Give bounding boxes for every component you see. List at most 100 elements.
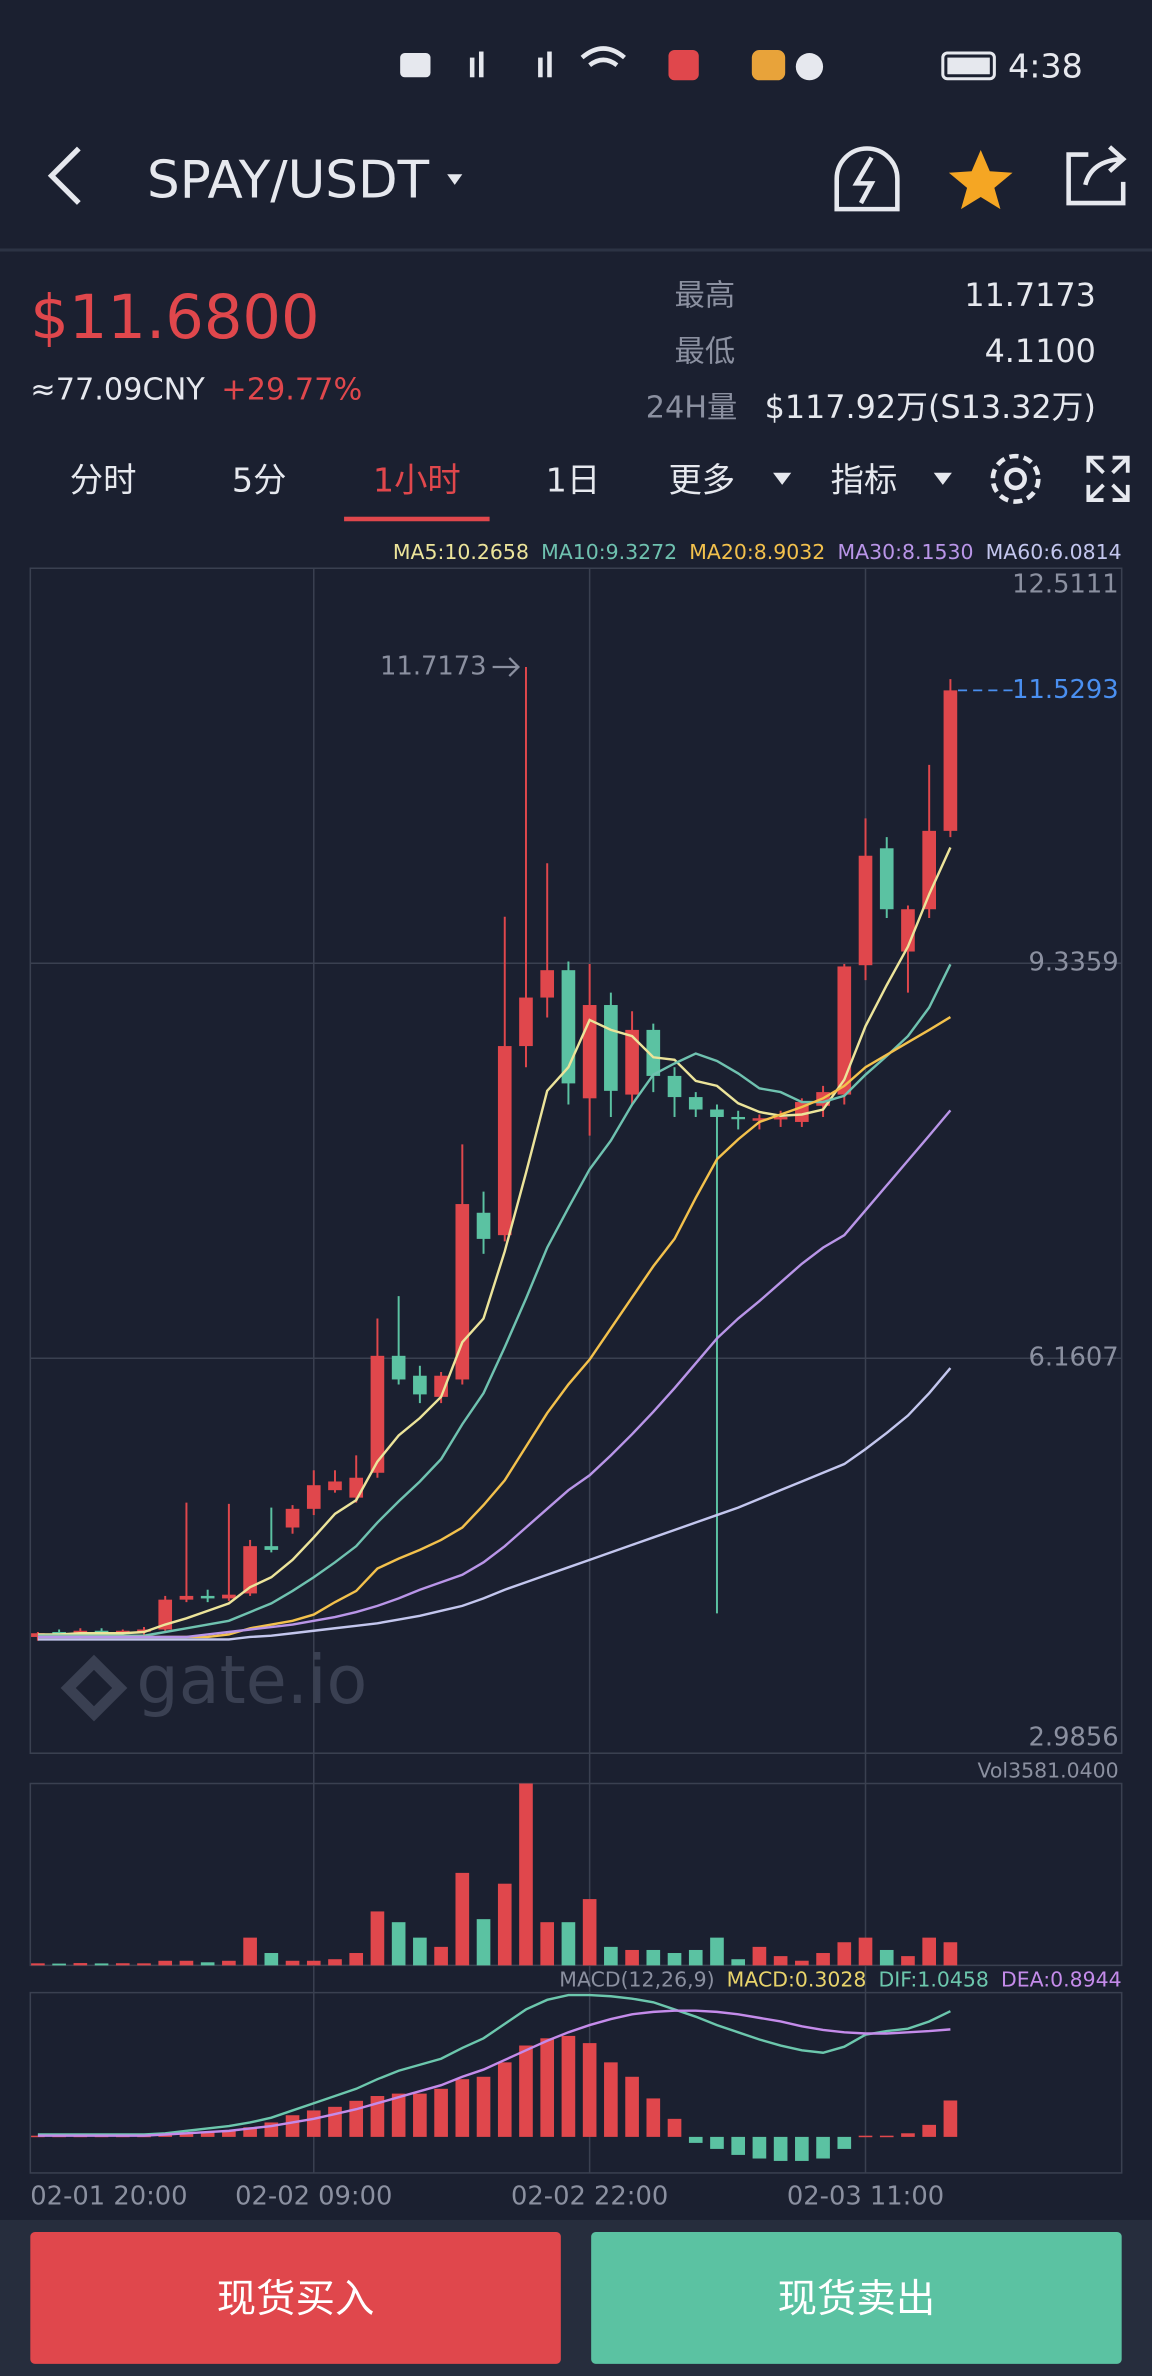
- alert-button[interactable]: [834, 146, 900, 212]
- ma-line: [37, 1109, 952, 1639]
- macd-bar: [688, 2136, 703, 2143]
- macd-bar: [200, 2132, 215, 2137]
- volume-bar: [752, 1946, 767, 1966]
- tab-dropdown[interactable]: [933, 472, 952, 485]
- legend-entry: MA10:9.3272: [541, 540, 677, 564]
- gear-inner: [1004, 467, 1027, 491]
- candle-body: [667, 1075, 682, 1098]
- macd-bar: [519, 2045, 533, 2137]
- volume-bar: [328, 1959, 342, 1966]
- price-cny: ≈77.09CNY: [30, 372, 205, 407]
- candle-body: [604, 1005, 618, 1091]
- volume-bar: [540, 1922, 555, 1966]
- annotation-arrow: [492, 657, 521, 677]
- tab[interactable]: 1日: [546, 460, 601, 499]
- macd-bar: [879, 2135, 894, 2138]
- favorite-star[interactable]: [948, 150, 1013, 210]
- volume-bar: [710, 1937, 724, 1966]
- x-tick-label: 02-03 11:00: [787, 2182, 944, 2212]
- candle-body: [370, 1355, 385, 1473]
- volume-bar: [497, 1883, 512, 1966]
- macd-bar: [731, 2136, 746, 2155]
- legend-entry: DIF:1.0458: [879, 1968, 989, 1992]
- candle-body: [349, 1477, 364, 1498]
- macd-bar: [285, 2115, 300, 2137]
- volume-bar: [222, 1960, 236, 1966]
- volume-bar: [816, 1953, 830, 1966]
- volume-bar: [625, 1949, 639, 1966]
- pair-dropdown[interactable]: [447, 174, 463, 185]
- candle-body: [137, 1629, 151, 1632]
- legend-entry: MA5:10.2658: [393, 540, 529, 564]
- candle-body: [158, 1599, 173, 1630]
- macd-bar: [243, 2127, 257, 2137]
- macd-bar: [328, 2106, 342, 2137]
- volume-bar: [434, 1946, 448, 1966]
- volume-bar: [158, 1960, 173, 1966]
- volume-bar: [285, 1960, 300, 1966]
- volume-bar: [349, 1953, 364, 1966]
- volume-bar: [858, 1937, 873, 1966]
- buy-button[interactable]: [30, 2232, 561, 2364]
- macd-bar: [349, 2100, 364, 2137]
- macd-bar: [625, 2076, 639, 2137]
- sell-button[interactable]: [591, 2232, 1122, 2364]
- tab-underline: [344, 516, 490, 522]
- candle-body: [200, 1595, 215, 1599]
- candle-body: [540, 970, 555, 998]
- tab[interactable]: 1小时: [373, 460, 461, 499]
- settings-button[interactable]: [990, 453, 1041, 504]
- tab[interactable]: 指标: [831, 460, 898, 499]
- sell-label: 现货卖出: [778, 2276, 936, 2322]
- candle-body: [773, 1116, 788, 1120]
- pair-title[interactable]: SPAY/USDT: [147, 150, 430, 210]
- macd-bar: [561, 2035, 576, 2137]
- volume-bar: [94, 1963, 109, 1966]
- volume-bar: [73, 1963, 88, 1966]
- macd-bar: [837, 2136, 852, 2149]
- macd-bar: [604, 2062, 618, 2137]
- macd-bar: [476, 2076, 491, 2137]
- tab-dropdown[interactable]: [773, 472, 792, 485]
- watermark: gate.io: [136, 1641, 367, 1719]
- volume-bar: [837, 1942, 852, 1966]
- volume-bar: [264, 1953, 279, 1966]
- macd-bar: [434, 2088, 448, 2137]
- volume-value: $117.92万(S13.32万): [765, 388, 1096, 426]
- volume-label: 24H量: [646, 391, 738, 426]
- tab[interactable]: 更多: [668, 460, 735, 499]
- volume-bar: [179, 1960, 194, 1966]
- y-tick-label: 2.9856: [1029, 1723, 1119, 1753]
- candle-body: [179, 1595, 194, 1600]
- status-time: 4:38: [1008, 47, 1083, 86]
- y-tick-label: 9.3359: [1029, 948, 1119, 978]
- legend-entry: MA20:8.9032: [689, 540, 825, 564]
- volume-bar: [519, 1783, 533, 1966]
- low-value: 4.1100: [985, 332, 1096, 370]
- candle-body: [497, 1046, 512, 1236]
- candle-body: [328, 1481, 342, 1491]
- legend-entry: MA60:6.0814: [986, 540, 1122, 564]
- back-button[interactable]: [47, 146, 81, 205]
- alert-bolt: [852, 156, 876, 205]
- buy-label: 现货买入: [217, 2276, 375, 2322]
- tab[interactable]: 分时: [70, 460, 137, 499]
- high-annotation: 11.7173: [380, 651, 487, 681]
- volume-bar: [688, 1949, 703, 1966]
- hd-icon: [400, 53, 431, 78]
- tab[interactable]: 5分: [232, 460, 287, 499]
- ma-line: [37, 847, 952, 1636]
- fullscreen-button[interactable]: [1086, 455, 1130, 502]
- candle-body: [837, 966, 852, 1095]
- volume-bar: [200, 1962, 215, 1966]
- share-button[interactable]: [1066, 145, 1127, 206]
- app-icon: [668, 50, 699, 81]
- volume-bar: [137, 1963, 151, 1966]
- app-icon: [751, 50, 786, 81]
- volume-bar: [773, 1956, 788, 1966]
- candle-body: [413, 1375, 427, 1395]
- candle-body: [519, 997, 533, 1047]
- macd-bar: [943, 2100, 958, 2137]
